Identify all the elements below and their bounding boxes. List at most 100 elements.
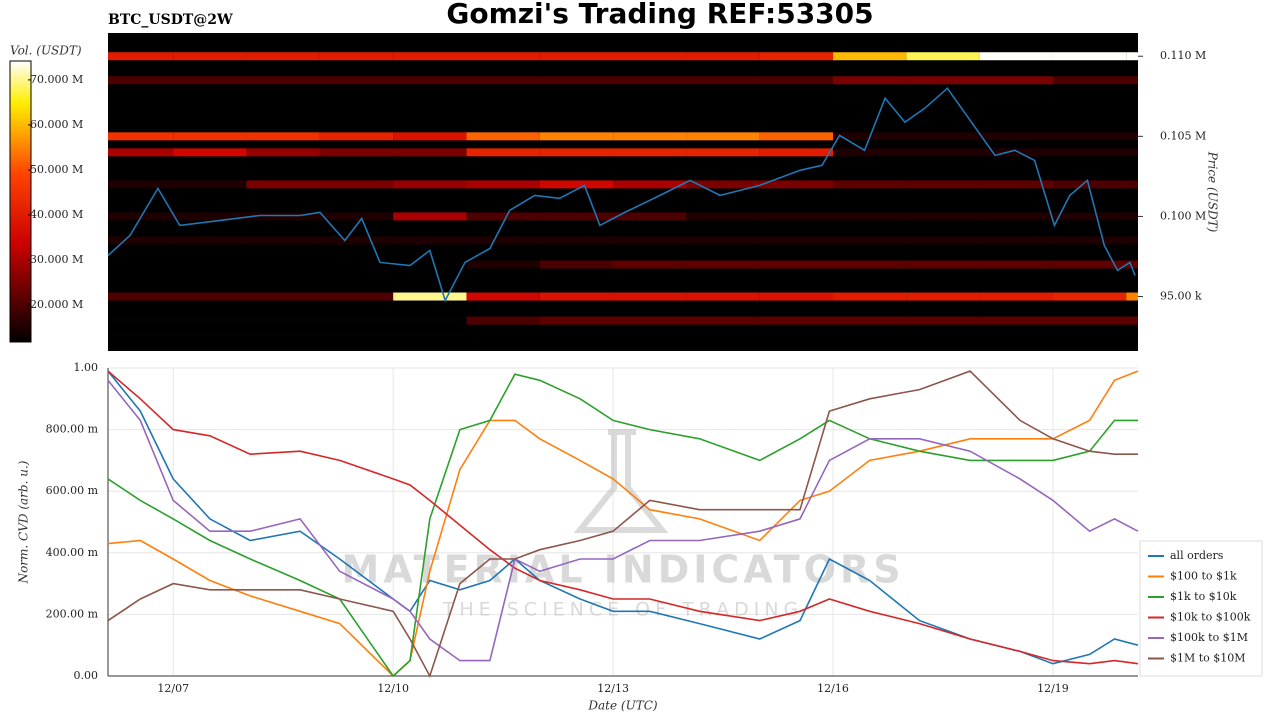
heatmap-cell [759, 212, 834, 221]
heatmap-cell [539, 180, 614, 189]
heatmap-cell [173, 132, 247, 141]
heatmap-cell [906, 316, 980, 325]
heatmap-cell [393, 236, 467, 245]
legend-label: $1k to $10k [1170, 590, 1237, 603]
heatmap-cell [833, 76, 907, 85]
heatmap-cell [613, 260, 687, 269]
heatmap-cell [108, 132, 174, 141]
heatmap-cell [979, 212, 1053, 221]
heatmap-cell [393, 212, 467, 221]
heatmap-cell [393, 76, 467, 85]
x-tick-label: 12/13 [597, 682, 629, 695]
heatmap-cell [319, 260, 394, 269]
heatmap-cell [1126, 148, 1138, 157]
heatmap-cell [108, 260, 174, 269]
heatmap-cell [759, 292, 834, 301]
y-axis-label: Price (USDT) [1206, 151, 1220, 233]
series-line [107, 379, 1139, 662]
heatmap-cell [613, 316, 687, 325]
heatmap-cell [466, 212, 540, 221]
legend-label: $1M to $10M [1170, 652, 1246, 665]
heatmap-cell [319, 132, 394, 141]
heatmap-cell [686, 212, 760, 221]
heatmap-cell [1126, 236, 1138, 245]
heatmap-cell [833, 52, 907, 61]
legend-label: $10k to $100k [1170, 611, 1251, 624]
heatmap-cell [466, 316, 540, 325]
heatmap-cell [108, 180, 174, 189]
heatmap-cell [246, 260, 320, 269]
heatmap-cell [246, 316, 320, 325]
heatmap-cell [613, 236, 687, 245]
heatmap-cell [319, 212, 394, 221]
heatmap-cell [393, 260, 467, 269]
heatmap-cell [686, 132, 760, 141]
heatmap-cell [466, 180, 540, 189]
heatmap-cell [1126, 292, 1138, 301]
heatmap-cell [173, 148, 247, 157]
heatmap-cell [1126, 260, 1138, 269]
heatmap-cell [539, 52, 614, 61]
heatmap-cell [759, 180, 834, 189]
heatmap-cell [1126, 132, 1138, 141]
heatmap-cell [466, 236, 540, 245]
heatmap-cell [1052, 76, 1127, 85]
y-tick-label: 0.100 M [1160, 209, 1206, 222]
heatmap-cell [1052, 316, 1127, 325]
heatmap-cell [613, 148, 687, 157]
heatmap-cell [833, 260, 907, 269]
heatmap-cell [979, 132, 1053, 141]
heatmap-cell [613, 52, 687, 61]
x-tick-label: 12/07 [157, 682, 189, 695]
heatmap-cell [539, 236, 614, 245]
heatmap-cell [173, 52, 247, 61]
y-tick-label: 600.00 m [46, 484, 99, 497]
heatmap-cell [1126, 316, 1138, 325]
heatmap-cell [466, 260, 540, 269]
heatmap-cell [173, 180, 247, 189]
heatmap-cell [759, 52, 834, 61]
colorbar [9, 60, 32, 343]
heatmap-cell [539, 316, 614, 325]
heatmap-cell [108, 148, 174, 157]
heatmap-cell [906, 180, 980, 189]
heatmap-cell [759, 260, 834, 269]
heatmap-cell [906, 212, 980, 221]
legend-box [1139, 540, 1263, 677]
colorbar-tick-label: 30.000 M [30, 253, 83, 266]
y-tick-label: 0.105 M [1160, 129, 1206, 142]
heatmap-cell [759, 236, 834, 245]
heatmap-cell [466, 148, 540, 157]
heatmap-cell [906, 52, 980, 61]
heatmap-cell [1126, 76, 1138, 85]
heatmap-cell [393, 148, 467, 157]
heatmap-cell [173, 212, 247, 221]
heatmap-cell [393, 52, 467, 61]
y-tick-label: 400.00 m [46, 546, 99, 559]
heatmap-cell [393, 180, 467, 189]
y-tick-label: 800.00 m [46, 423, 99, 436]
heatmap-cell [319, 148, 394, 157]
y-axis-label: Norm. CVD (arb. u.) [17, 460, 31, 584]
heatmap-cell [319, 52, 394, 61]
colorbar-tick-label: 50.000 M [30, 163, 83, 176]
heatmap-cell [833, 292, 907, 301]
heatmap-cell [759, 316, 834, 325]
heatmap-cell [979, 148, 1053, 157]
heatmap-cell [319, 292, 394, 301]
heatmap-cell [108, 236, 174, 245]
legend-label: all orders [1170, 549, 1224, 562]
heatmap-cell [319, 76, 394, 85]
heatmap-cell [246, 236, 320, 245]
heatmap-cell [613, 212, 687, 221]
heatmap-cell [1126, 180, 1138, 189]
colorbar-label: Vol. (USDT) [10, 44, 82, 58]
colorbar-tick-label: 70.000 M [30, 73, 83, 86]
heatmap-cell [613, 132, 687, 141]
heatmap-cell [246, 52, 320, 61]
heatmap-cell [979, 180, 1053, 189]
x-tick-label: 12/16 [817, 682, 849, 695]
colorbar-tick-label: 20.000 M [30, 298, 83, 311]
heatmap-cell [1052, 148, 1127, 157]
heatmap-cell [539, 212, 614, 221]
